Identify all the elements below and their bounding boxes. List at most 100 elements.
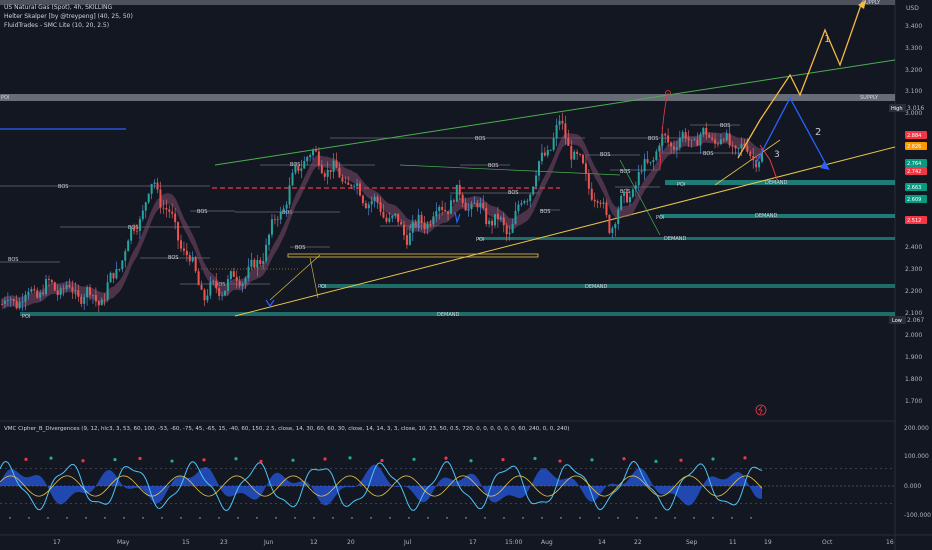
lightning-icon[interactable] xyxy=(755,404,767,416)
chart-legend: US Natural Gas (Spot), 4h, SKILLING Helt… xyxy=(4,3,133,30)
candle-body xyxy=(224,290,227,296)
osc-bottom-dot xyxy=(674,517,676,519)
trendline-support[interactable] xyxy=(234,146,896,317)
price-tick-label: 2.100 xyxy=(905,310,922,317)
osc-bottom-dot xyxy=(370,517,372,519)
price-tick-label: 1.700 xyxy=(905,398,922,405)
demand-zone-5[interactable] xyxy=(20,312,895,316)
bos-label: BOS xyxy=(540,209,550,215)
candle-body xyxy=(215,280,218,289)
candle-body xyxy=(675,147,678,150)
candle-body xyxy=(737,148,740,149)
candle-body xyxy=(405,235,408,245)
time-tick-label: Aug xyxy=(541,539,553,546)
candle-body xyxy=(259,260,262,264)
indicator-fluidtrades: FluidTrades - SMC Lite (10, 20, 2.5) xyxy=(4,22,110,29)
price-badge-text: 2.663 xyxy=(907,185,921,191)
demand-zone-4[interactable] xyxy=(320,284,895,288)
oscillator-legend[interactable]: VMC Cipher_B_Divergences (9, 12, hlc3, 3… xyxy=(4,425,569,434)
time-tick-label: 11 xyxy=(729,539,737,546)
candle-body xyxy=(608,215,611,233)
candle-body xyxy=(162,207,165,209)
candle-body xyxy=(36,290,39,298)
candle-body xyxy=(144,202,147,211)
osc-signal-dot xyxy=(323,457,327,461)
price-tick-label: 2.200 xyxy=(905,288,922,295)
candle-body xyxy=(464,202,467,211)
candle-body xyxy=(540,152,543,162)
time-axis[interactable]: 17 May 15 23 Jun 12 20 Jul 17 15:00 Aug 14 22 Sep 11 19… xyxy=(53,539,894,546)
price-candles[interactable] xyxy=(1,112,763,313)
candle-body xyxy=(473,202,476,204)
candle-body xyxy=(253,259,256,268)
candle-body xyxy=(491,220,494,226)
yellow-box[interactable] xyxy=(287,253,539,258)
candle-body xyxy=(438,207,441,212)
oscillator-pane xyxy=(0,456,895,519)
osc-signal-dot xyxy=(533,456,537,461)
low-label: Low xyxy=(892,318,902,324)
osc-bottom-dot xyxy=(389,517,391,519)
candle-body xyxy=(15,301,18,309)
osc-signal-dot xyxy=(49,456,53,460)
candle-body xyxy=(593,199,596,202)
candle-body xyxy=(150,183,153,194)
candle-body xyxy=(646,159,649,163)
high-label: High xyxy=(891,106,903,112)
low-value: 2.067 xyxy=(907,317,924,324)
supply-zone-poi[interactable] xyxy=(0,94,895,101)
candle-body xyxy=(314,150,317,152)
trendline-channel-top[interactable] xyxy=(214,59,896,166)
candle-body xyxy=(45,279,48,295)
candle-body xyxy=(159,189,162,208)
osc-signal-dot xyxy=(259,459,263,463)
osc-tick-label: 100.000 xyxy=(904,453,929,460)
legend-symbol[interactable]: US Natural Gas (Spot), 4h, SKILLING xyxy=(4,3,133,12)
osc-signal-dot xyxy=(412,457,416,461)
time-tick-label: 15:00 xyxy=(505,539,522,546)
demand-zone-1[interactable] xyxy=(665,180,895,185)
candle-body xyxy=(317,151,320,166)
poi-label-5: POI xyxy=(677,182,685,188)
bos-label: BOS xyxy=(197,209,207,215)
candle-body xyxy=(303,161,306,169)
candle-body xyxy=(221,295,224,297)
price-axis[interactable]: USD 3.400 3.300 3.200 3.100 3.000 2.400 2.300 2.… xyxy=(889,5,924,405)
candle-body xyxy=(549,149,552,151)
projection-path-2[interactable] xyxy=(754,96,829,169)
currency-label: USD xyxy=(906,5,919,12)
candle-body xyxy=(614,224,617,229)
candle-body xyxy=(153,182,156,184)
candle-body xyxy=(229,271,232,280)
osc-signal-dot xyxy=(291,458,295,462)
candle-body xyxy=(417,214,420,224)
candle-body xyxy=(649,161,652,163)
price-badge: 2.884 xyxy=(905,131,927,139)
candle-body xyxy=(379,202,382,212)
demand-zone-2[interactable] xyxy=(660,214,895,218)
price-badge: 2.826 xyxy=(905,142,927,150)
candle-body xyxy=(188,255,191,262)
candle-body xyxy=(570,145,573,160)
time-tick-label: 19 xyxy=(764,539,772,546)
bos-label: BOS xyxy=(488,163,498,169)
supply-zone-top[interactable] xyxy=(0,0,895,5)
demand-zone-3[interactable] xyxy=(478,237,895,240)
projection-path-3[interactable] xyxy=(759,144,779,183)
legend-indicator-1[interactable]: Helter Skalper [by @treypeng] (40, 25, 5… xyxy=(4,12,133,21)
candle-body xyxy=(232,271,235,277)
legend-indicator-2[interactable]: FluidTrades - SMC Lite (10, 20, 2.5) xyxy=(4,21,133,30)
price-badge-text: 2.826 xyxy=(907,144,921,150)
symbol-title: US Natural Gas (Spot), 4h, SKILLING xyxy=(4,4,113,11)
candle-body xyxy=(684,132,687,139)
time-tick-label: 17 xyxy=(53,539,61,546)
indicator-vmc-cipher: VMC Cipher_B_Divergences (9, 12, hlc3, 3… xyxy=(4,426,570,432)
candle-body xyxy=(731,145,734,147)
projection-path-1[interactable] xyxy=(737,1,863,159)
candle-body xyxy=(670,142,673,147)
candle-body xyxy=(661,133,664,146)
candle-body xyxy=(429,224,432,225)
bos-label: BOS xyxy=(168,255,178,261)
candle-body xyxy=(115,269,118,279)
